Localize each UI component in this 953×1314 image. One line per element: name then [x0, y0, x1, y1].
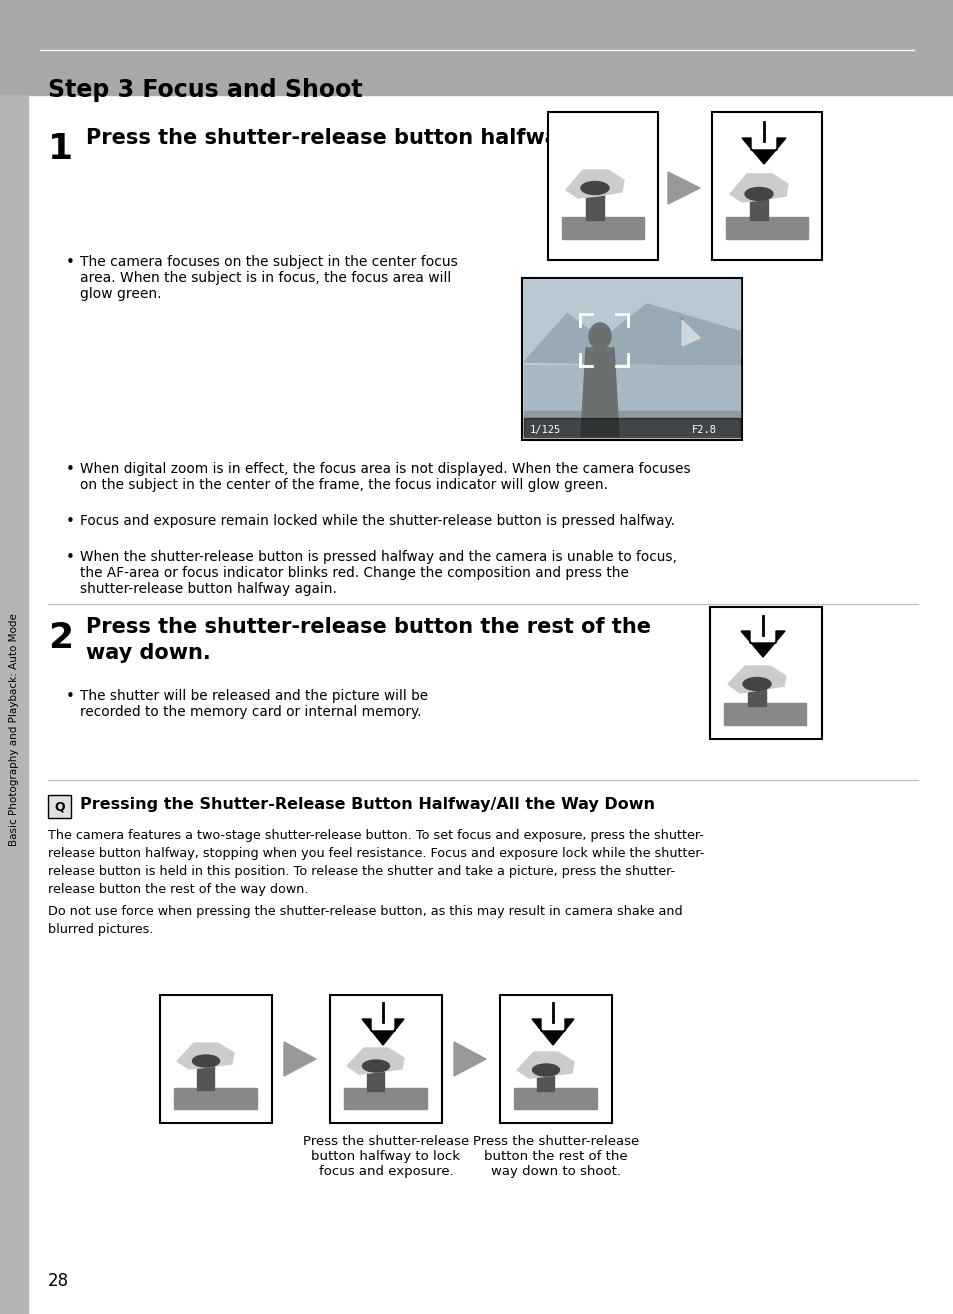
- Polygon shape: [361, 1018, 403, 1045]
- Bar: [344, 1088, 427, 1109]
- Text: Focus and exposure remain locked while the shutter-release button is pressed hal: Focus and exposure remain locked while t…: [80, 514, 675, 528]
- Bar: [709, 607, 821, 738]
- Bar: [499, 995, 612, 1123]
- Text: •: •: [66, 689, 74, 704]
- Text: Do not use force when pressing the shutter-release button, as this may result in: Do not use force when pressing the shutt…: [48, 905, 682, 918]
- Bar: [711, 112, 821, 260]
- Text: Press the shutter-release button halfway.: Press the shutter-release button halfway…: [86, 127, 578, 148]
- Polygon shape: [580, 348, 618, 436]
- Ellipse shape: [588, 323, 610, 350]
- Text: When the shutter-release button is pressed halfway and the camera is unable to f: When the shutter-release button is press…: [80, 551, 677, 597]
- Text: Pressing the Shutter-Release Button Halfway/All the Way Down: Pressing the Shutter-Release Button Half…: [80, 798, 655, 812]
- Text: The camera focuses on the subject in the center focus
area. When the subject is : The camera focuses on the subject in the…: [80, 255, 457, 301]
- Text: blurred pictures.: blurred pictures.: [48, 922, 153, 936]
- Ellipse shape: [362, 1060, 389, 1072]
- Bar: [523, 418, 740, 438]
- Bar: [367, 1068, 384, 1091]
- Bar: [0, 0, 953, 95]
- Text: Press the shutter-release
button the rest of the
way down to shoot.: Press the shutter-release button the res…: [473, 1135, 639, 1177]
- Text: The camera features a two-stage shutter-release button. To set focus and exposur: The camera features a two-stage shutter-…: [48, 829, 703, 842]
- Text: 2: 2: [48, 622, 73, 654]
- Text: •: •: [66, 514, 74, 530]
- Polygon shape: [284, 1042, 315, 1076]
- Ellipse shape: [744, 188, 772, 201]
- Text: Step 3 Focus and Shoot: Step 3 Focus and Shoot: [48, 78, 362, 102]
- Bar: [196, 1063, 213, 1091]
- Text: release button is held in this position. To release the shutter and take a pictu: release button is held in this position.…: [48, 865, 675, 878]
- Bar: [723, 703, 805, 725]
- Bar: [514, 1088, 597, 1109]
- Text: Press the shutter-release
button halfway to lock
focus and exposure.: Press the shutter-release button halfway…: [302, 1135, 469, 1177]
- Text: 28: 28: [48, 1272, 69, 1290]
- Ellipse shape: [193, 1055, 219, 1067]
- Bar: [173, 1088, 256, 1109]
- Text: F2.8: F2.8: [691, 424, 717, 435]
- Polygon shape: [177, 1043, 233, 1070]
- Text: 1/125: 1/125: [530, 424, 560, 435]
- Bar: [521, 279, 741, 440]
- Text: Basic Photography and Playback: Auto Mode: Basic Photography and Playback: Auto Mod…: [9, 614, 19, 846]
- Bar: [48, 795, 71, 819]
- Polygon shape: [565, 170, 623, 198]
- Polygon shape: [454, 1042, 485, 1076]
- Polygon shape: [532, 1018, 574, 1045]
- Text: The shutter will be released and the picture will be
recorded to the memory card: The shutter will be released and the pic…: [80, 689, 428, 719]
- Polygon shape: [681, 321, 700, 346]
- Text: Q: Q: [54, 800, 65, 813]
- Polygon shape: [517, 1053, 574, 1077]
- Polygon shape: [741, 138, 785, 164]
- Text: •: •: [66, 463, 74, 477]
- Bar: [585, 191, 603, 219]
- Text: When digital zoom is in effect, the focus area is not displayed. When the camera: When digital zoom is in effect, the focu…: [80, 463, 690, 493]
- Text: Press the shutter-release button the rest of the: Press the shutter-release button the res…: [86, 618, 650, 637]
- Ellipse shape: [580, 181, 608, 194]
- Bar: [523, 280, 740, 357]
- Bar: [747, 686, 765, 706]
- Text: •: •: [66, 551, 74, 565]
- Polygon shape: [667, 172, 700, 204]
- Polygon shape: [740, 631, 784, 657]
- Bar: [537, 1072, 554, 1091]
- Bar: [561, 217, 643, 239]
- Bar: [547, 112, 658, 260]
- Bar: [725, 217, 807, 239]
- Bar: [330, 995, 441, 1123]
- Text: •: •: [66, 255, 74, 269]
- Ellipse shape: [532, 1064, 558, 1076]
- Text: 1: 1: [48, 131, 73, 166]
- Text: way down.: way down.: [86, 643, 211, 664]
- Bar: [749, 196, 767, 219]
- Ellipse shape: [742, 678, 770, 690]
- Text: release button halfway, stopping when you feel resistance. Focus and exposure lo: release button halfway, stopping when yo…: [48, 848, 703, 859]
- Bar: [523, 411, 740, 435]
- Polygon shape: [347, 1049, 403, 1074]
- Polygon shape: [727, 666, 785, 692]
- Bar: [160, 995, 272, 1123]
- Bar: [523, 365, 740, 418]
- Bar: [0, 95, 28, 1314]
- Polygon shape: [523, 304, 740, 365]
- Polygon shape: [729, 173, 787, 202]
- Text: release button the rest of the way down.: release button the rest of the way down.: [48, 883, 308, 896]
